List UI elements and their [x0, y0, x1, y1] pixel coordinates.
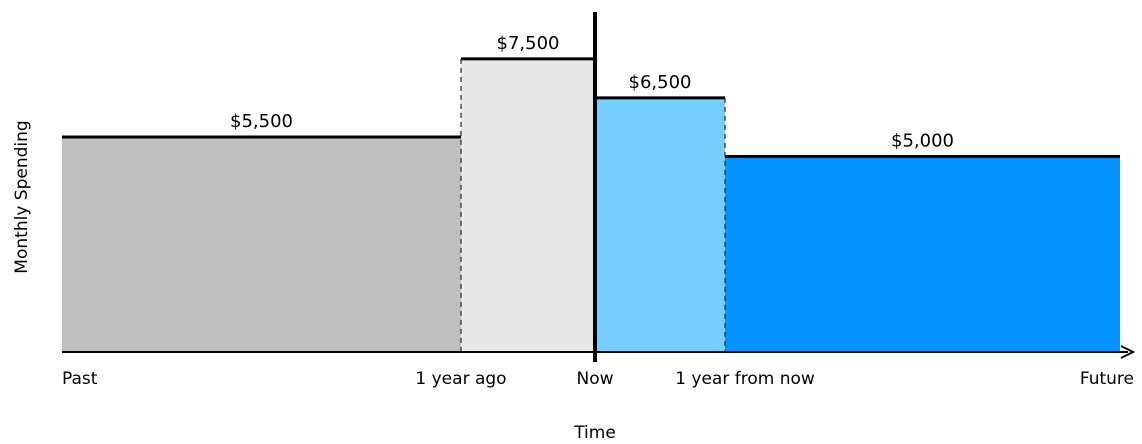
labels-layer: $5,500 $7,500 $6,500 $5,000 Past 1 year ago No… [62, 33, 1134, 389]
x-axis-label: Time [573, 423, 616, 443]
segment-area-2 [595, 97, 725, 352]
segment-area-0 [62, 137, 461, 352]
value-label-2: $6,500 [629, 72, 692, 93]
x-tick-label-2: Now [576, 369, 613, 389]
x-axis-arrowhead [1120, 345, 1136, 359]
segment-area-3 [725, 156, 1120, 352]
x-tick-label-1: 1 year ago [415, 369, 506, 389]
segments-layer [62, 57, 1120, 353]
value-label-1: $7,500 [497, 33, 560, 54]
y-axis-label: Monthly Spending [12, 120, 32, 273]
segment-area-1 [461, 58, 595, 353]
value-label-0: $5,500 [230, 111, 293, 132]
x-tick-label-0: Past [62, 369, 98, 389]
x-tick-label-4: Future [1080, 369, 1134, 389]
value-label-3: $5,000 [891, 131, 954, 152]
axes-layer [62, 12, 1136, 362]
x-tick-label-3: 1 year from now [675, 369, 815, 389]
